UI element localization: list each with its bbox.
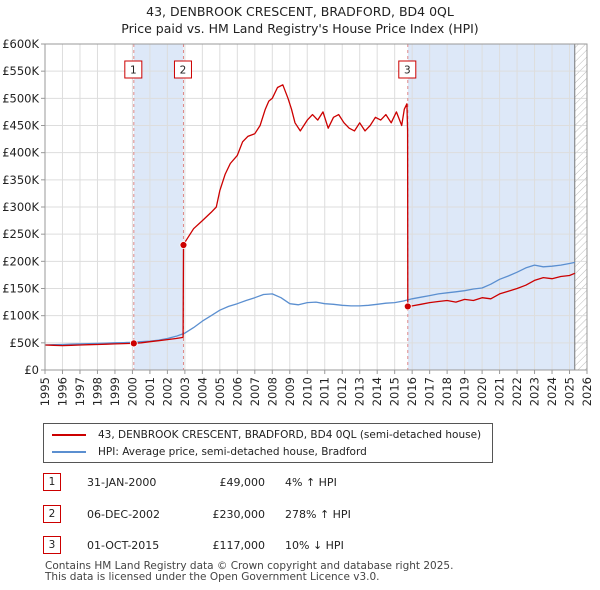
- sale-label-box: [398, 60, 417, 79]
- sale-label-box: [124, 60, 143, 79]
- series-line-property: [44, 84, 576, 347]
- sale-label-box: [173, 60, 192, 79]
- sale-label: 2: [180, 65, 187, 77]
- x-tick-label: 1996: [55, 377, 69, 406]
- y-tick-label: £200K: [2, 254, 39, 268]
- transaction-date: 06-DEC-2002: [87, 508, 161, 521]
- transaction-badge: 2: [43, 505, 61, 523]
- x-tick-label: 2018: [440, 377, 454, 406]
- transaction-price: £49,000: [219, 476, 266, 489]
- transaction-hpi: 278% ↑ HPI: [285, 508, 351, 521]
- y-tick-label: £250K: [2, 227, 39, 241]
- x-tick-label: 1999: [108, 377, 122, 406]
- transaction-hpi: 10% ↓ HPI: [285, 539, 344, 552]
- x-tick-label: 2017: [423, 377, 437, 406]
- x-tick-label: 2011: [318, 377, 332, 406]
- x-tick-label: 2010: [300, 377, 314, 406]
- y-tick-label: £150K: [2, 282, 39, 296]
- y-tick-label: £450K: [2, 119, 39, 133]
- transaction-hpi: 4% ↑ HPI: [285, 476, 337, 489]
- sale-point: [403, 302, 412, 311]
- x-tick-label: 2002: [160, 377, 174, 406]
- x-tick-label: 2021: [493, 377, 507, 406]
- footer-line-1: Contains HM Land Registry data © Crown c…: [45, 560, 454, 572]
- x-tick-label: 2023: [528, 377, 542, 406]
- sale-label: 3: [404, 65, 411, 77]
- x-tick-label: 2019: [458, 377, 472, 406]
- x-tick-label: 2009: [283, 377, 297, 406]
- title-line-2: Price paid vs. HM Land Registry's House …: [121, 21, 479, 36]
- chart-title: 43, DENBROOK CRESCENT, BRADFORD, BD4 0QL…: [0, 3, 600, 37]
- y-tick-label: £550K: [2, 64, 39, 78]
- x-tick-label: 2007: [248, 377, 262, 406]
- legend-swatch-hpi: [52, 451, 86, 453]
- x-tick-label: 2015: [388, 377, 402, 406]
- y-tick-label: £350K: [2, 173, 39, 187]
- y-tick-label: £500K: [2, 91, 39, 105]
- x-tick-label: 2001: [143, 377, 157, 406]
- transaction-badge: 1: [43, 473, 61, 491]
- x-tick-label: 2000: [125, 377, 139, 406]
- x-tick-label: 2006: [230, 377, 244, 406]
- footer: Contains HM Land Registry data © Crown c…: [45, 561, 453, 583]
- x-tick-label: 2003: [178, 377, 192, 406]
- sale-point: [129, 339, 138, 348]
- transaction-date: 01-OCT-2015: [87, 539, 160, 552]
- transaction-price: £230,000: [212, 508, 266, 521]
- legend-label-hpi: HPI: Average price, semi-detached house,…: [98, 446, 367, 458]
- transaction-date: 31-JAN-2000: [87, 476, 157, 489]
- footer-line-2: This data is licensed under the Open Gov…: [45, 571, 380, 583]
- x-tick-label: 2014: [370, 377, 384, 406]
- transaction-badge: 3: [43, 536, 61, 554]
- legend: 43, DENBROOK CRESCENT, BRADFORD, BD4 0QL…: [43, 423, 493, 463]
- legend-label-property: 43, DENBROOK CRESCENT, BRADFORD, BD4 0QL…: [98, 429, 482, 441]
- x-tick-label: 2005: [213, 377, 227, 406]
- x-tick-label: 2025: [563, 377, 577, 406]
- title-line-1: 43, DENBROOK CRESCENT, BRADFORD, BD4 0QL: [146, 4, 454, 19]
- x-tick-label: 2013: [353, 377, 367, 406]
- x-tick-label: 2020: [475, 377, 489, 406]
- legend-item-property: 43, DENBROOK CRESCENT, BRADFORD, BD4 0QL…: [52, 427, 481, 444]
- x-tick-label: 2008: [265, 377, 279, 406]
- x-tick-label: 2022: [510, 377, 524, 406]
- x-tick-label: 2026: [580, 377, 594, 406]
- transaction-price: £117,000: [212, 539, 266, 552]
- y-tick-label: £0: [24, 363, 39, 377]
- y-tick-label: £50K: [10, 336, 40, 350]
- legend-swatch-property: [52, 434, 86, 436]
- price-chart: 1 2 3 £0 £50K £100K £150K £200K £250K £300K £350K £…: [2, 37, 594, 406]
- x-tick-label: 2016: [405, 377, 419, 406]
- x-tick-label: 2004: [195, 377, 209, 406]
- legend-item-hpi: HPI: Average price, semi-detached house,…: [52, 444, 367, 461]
- x-tick-label: 2012: [335, 377, 349, 406]
- y-tick-label: £600K: [2, 37, 39, 51]
- x-tick-label: 1998: [90, 377, 104, 406]
- x-tick-label: 2024: [545, 377, 559, 406]
- sale-label: 1: [130, 65, 137, 77]
- y-tick-label: £400K: [2, 146, 39, 160]
- y-tick-label: £300K: [2, 200, 39, 214]
- x-tick-label: 1995: [38, 377, 52, 406]
- x-tick-label: 1997: [73, 377, 87, 406]
- y-tick-label: £100K: [2, 309, 39, 323]
- sale-point: [179, 241, 188, 249]
